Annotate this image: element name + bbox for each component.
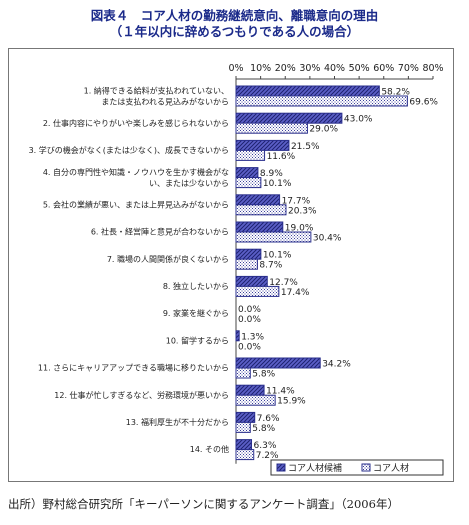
chart-subtitle: （１年以内に辞めるつもりである人の場合） — [109, 24, 360, 39]
bar-candidate — [235, 275, 268, 287]
data-label: 11.6% — [267, 152, 296, 162]
bar-candidate — [235, 167, 259, 179]
bar-core — [235, 367, 251, 379]
data-label: 21.5% — [291, 142, 320, 152]
data-label: 0.0% — [238, 305, 261, 315]
category-label: 4. 自分の専門性や知識・ノウハウを生かす機会がない、または少ないから — [43, 167, 229, 188]
bar-candidate — [235, 357, 321, 369]
data-label: 7.6% — [257, 414, 280, 424]
bar-core — [235, 285, 280, 297]
bar-core — [235, 258, 258, 270]
data-label: 1.3% — [241, 332, 264, 342]
bar-candidate — [235, 85, 380, 97]
x-tick-label: 10% — [250, 63, 271, 74]
data-label: 29.0% — [309, 125, 338, 135]
bar-core — [235, 177, 262, 189]
data-label: 58.2% — [381, 88, 410, 98]
category-label: 11. さらにキャリアアップできる職場に移りたいから — [38, 363, 229, 373]
data-label: 5.8% — [252, 424, 275, 434]
data-label: 0.0% — [238, 342, 261, 352]
bar-candidate — [235, 194, 281, 206]
x-tick-label: 50% — [349, 63, 370, 74]
bar-candidate — [235, 139, 290, 151]
data-label: 11.4% — [266, 387, 295, 397]
category-label: 5. 会社の業績が悪い、または上昇見込みがないから — [43, 199, 229, 209]
bar-core — [235, 122, 308, 134]
data-label: 8.7% — [259, 261, 282, 271]
x-tick-label: 80% — [422, 63, 443, 74]
category-label: 3. 学びの機会がなく(または少なく)、成長できないから — [29, 145, 229, 155]
bar-core — [235, 421, 251, 433]
data-label: 5.8% — [252, 370, 275, 380]
bar-core — [235, 95, 408, 107]
chart-title: 図表４ コア人材の勤務継続意向、離職意向の理由 — [90, 8, 379, 23]
data-label: 17.7% — [282, 196, 311, 206]
data-label: 17.4% — [281, 288, 310, 298]
data-label: 6.3% — [254, 441, 277, 451]
data-label: 19.0% — [285, 224, 314, 234]
data-label: 30.4% — [313, 234, 342, 244]
category-label: 1. 納得できる給料が支払われていない、または支払われる見込みがないから — [84, 86, 229, 107]
bar-core — [235, 449, 255, 461]
x-tick-label: 30% — [299, 63, 320, 74]
bar-candidate — [235, 221, 284, 233]
legend-box — [270, 459, 444, 476]
chart-frame: 0% 10% 20% 30% 40% 50% 60% 70% 80% 1. 納得できる給料が支払… — [8, 48, 454, 482]
x-tick-label: 70% — [398, 63, 419, 74]
bar-candidate — [235, 384, 265, 396]
data-label: 10.1% — [263, 251, 292, 261]
category-label: 10. 留学するから — [166, 335, 229, 345]
data-label: 34.2% — [322, 360, 351, 370]
data-label: 69.6% — [409, 98, 438, 108]
data-label: 43.0% — [344, 115, 373, 125]
data-label: 8.9% — [260, 169, 283, 179]
x-tick-label: 60% — [373, 63, 394, 74]
data-label: 15.9% — [277, 397, 306, 407]
category-label: 8. 独立したいから — [163, 281, 229, 291]
bar-core — [235, 149, 266, 161]
bar-candidate — [235, 112, 343, 124]
data-label: 10.1% — [263, 179, 292, 189]
category-label: 6. 社長・経営陣と意見が合わないから — [91, 227, 229, 237]
category-label: 13. 福利厚生が不十分だから — [126, 417, 229, 427]
category-label: 12. 仕事が忙しすぎるなど、労務環境が悪いから — [54, 390, 229, 400]
category-label: 2. 仕事内容にやりがいや楽しみを感じられないから — [43, 118, 229, 128]
bar-core — [235, 204, 287, 216]
x-tick-label: 0% — [228, 63, 243, 74]
bar-candidate — [235, 330, 240, 342]
source-note: 出所）野村総合研究所「キーパーソンに関するアンケート調査」（2006年） — [8, 497, 399, 511]
category-label: 9. 家業を継ぐから — [163, 308, 229, 318]
category-label: 14. その他 — [190, 444, 229, 454]
x-tick-label: 20% — [275, 63, 296, 74]
bar-chart: 0% 10% 20% 30% 40% 50% 60% 70% 80% 1. 納得できる給料が支払… — [29, 63, 444, 476]
bar-candidate — [235, 439, 253, 451]
legend-swatch-core — [361, 463, 371, 472]
legend-label-candidate: コア人材候補 — [288, 462, 342, 474]
legend-label-core: コア人材 — [373, 462, 409, 474]
x-tick-label: 40% — [324, 63, 345, 74]
bar-core — [235, 394, 276, 406]
bar-candidate — [235, 411, 256, 423]
data-label: 12.7% — [269, 278, 298, 288]
legend-swatch-candidate — [276, 463, 286, 472]
bar-candidate — [235, 248, 262, 260]
data-label: 0.0% — [238, 315, 261, 325]
data-label: 7.2% — [256, 451, 279, 461]
bar-core — [235, 231, 312, 243]
data-label: 20.3% — [288, 206, 317, 216]
category-label: 7. 職場の人間関係が良くないから — [107, 254, 229, 264]
